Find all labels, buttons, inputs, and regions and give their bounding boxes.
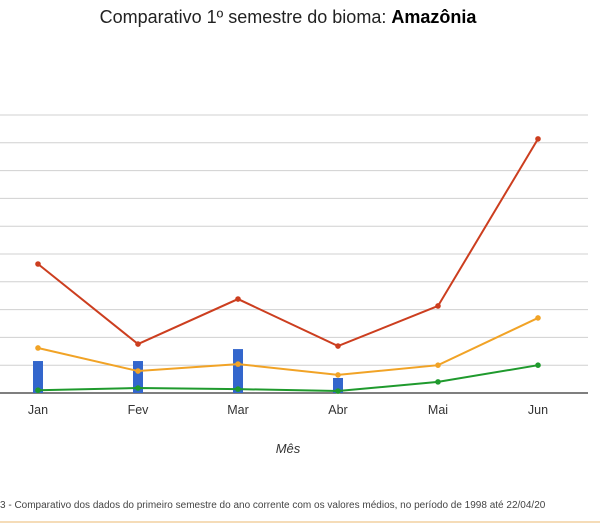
orange-series-point [535,315,541,321]
green-series-point [535,362,541,369]
bar-mar [233,349,243,393]
x-tick-label: Fev [128,403,150,417]
divider [0,521,600,523]
red-series-point [235,296,241,302]
orange-series-point [435,362,441,369]
green-series-point [435,379,441,385]
x-tick-label: Jan [28,403,48,417]
bar-jan [33,361,43,393]
lines [35,136,541,394]
green-series-point [335,388,341,394]
orange-series-point [335,372,341,378]
figure-caption: 3 - Comparativo dos dados do primeiro se… [0,500,546,511]
x-axis-label: Mês [276,441,301,456]
chart-title-biome: Amazônia [391,7,477,27]
orange-series-point [35,345,41,351]
chart: Jan Fev Mar Abr Mai Jun Mês [0,114,588,456]
x-tick-label: Mai [428,403,448,417]
green-series-line [37,364,539,393]
red-series-point [535,136,541,142]
orange-series-point [235,361,241,367]
green-series-point [35,387,41,394]
x-tick-label: Abr [328,403,347,417]
x-tick-label: Mar [227,403,249,417]
red-series-point [35,261,41,267]
orange-series-point [135,368,141,374]
green-series-point [135,385,141,391]
red-series-point [435,303,441,309]
bar-abr [333,377,343,393]
green-series-point [235,386,241,392]
orange-series-line [37,317,539,376]
chart-title-text: Comparativo 1º semestre do bioma: [99,7,392,27]
gridlines [0,114,588,394]
red-series-point [135,341,141,347]
red-series-point [335,343,341,349]
x-tick-labels: Jan Fev Mar Abr Mai Jun [28,403,548,417]
bar-fev [133,361,143,393]
bars [33,349,343,393]
x-tick-label: Jun [528,403,548,417]
chart-title: Comparativo 1º semestre do bioma: Amazôn… [0,7,576,28]
red-series-line [37,138,539,348]
